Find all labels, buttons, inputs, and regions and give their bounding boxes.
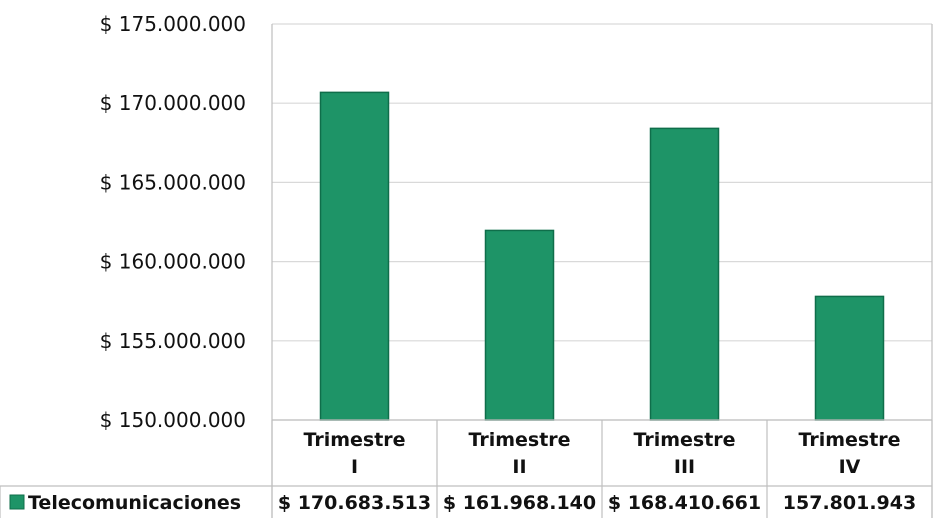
y-tick-label: $ 170.000.000 <box>100 91 246 115</box>
y-tick-label: $ 150.000.000 <box>100 408 246 432</box>
bar <box>649 127 720 421</box>
x-tick-label: Trimestre <box>468 429 570 451</box>
data-table-value: $ 168.410.661 <box>608 492 761 514</box>
bars <box>319 91 885 421</box>
data-table: Trimestre I Trimestre II Trimestre III Trimest… <box>0 419 933 518</box>
x-tick-label: III <box>674 456 695 478</box>
bar <box>319 91 390 421</box>
legend-swatch <box>9 494 25 510</box>
data-table-value: 157.801.943 <box>783 492 916 514</box>
y-axis-tick-labels: $ 150.000.000 $ 155.000.000 $ 160.000.000 $… <box>100 12 246 432</box>
x-tick-label: Trimestre <box>303 429 405 451</box>
data-table-value: $ 170.683.513 <box>278 492 431 514</box>
bar <box>814 295 885 421</box>
x-tick-label: I <box>351 456 358 478</box>
x-tick-label: IV <box>839 456 861 478</box>
x-tick-label: Trimestre <box>633 429 735 451</box>
y-tick-label: $ 160.000.000 <box>100 250 246 274</box>
data-table-value: $ 161.968.140 <box>443 492 596 514</box>
y-tick-label: $ 165.000.000 <box>100 170 246 194</box>
y-tick-label: $ 175.000.000 <box>100 12 246 36</box>
y-tick-label: $ 155.000.000 <box>100 329 246 353</box>
x-tick-label: Trimestre <box>798 429 900 451</box>
bar <box>484 229 555 421</box>
legend-series-name: Telecomunicaciones <box>28 492 241 514</box>
x-tick-label: II <box>512 456 526 478</box>
